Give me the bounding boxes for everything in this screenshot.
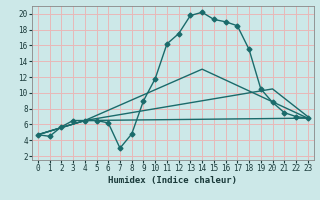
X-axis label: Humidex (Indice chaleur): Humidex (Indice chaleur) (108, 176, 237, 185)
